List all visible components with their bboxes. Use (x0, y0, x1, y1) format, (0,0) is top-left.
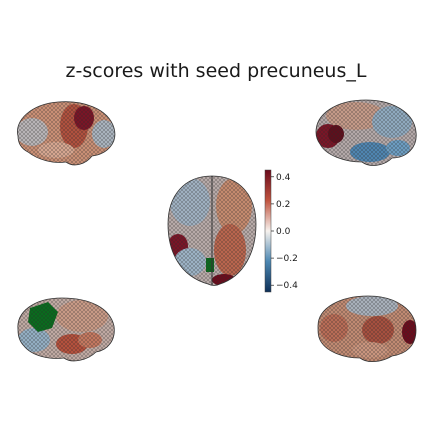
colorbar-tick-label: −0.4 (276, 281, 298, 291)
colorbar-tick-label: 0.4 (276, 173, 291, 183)
colorbar-tick-label: 0.0 (276, 227, 291, 237)
brain-dorsal (167, 175, 257, 286)
brain-lateral-right (317, 295, 417, 362)
colorbar-tick-label: −0.2 (276, 254, 298, 264)
figure-title: z-scores with seed precuneus_L (65, 60, 367, 82)
brain-medial-right (315, 99, 417, 166)
colorbar-tick-label: 0.2 (276, 200, 290, 210)
colorbar-gradient (264, 169, 272, 293)
brain-medial-left (17, 297, 115, 362)
brain-lateral-left (17, 101, 116, 166)
colorbar: 0.4 0.2 0.0 −0.2 −0.4 (264, 169, 298, 293)
